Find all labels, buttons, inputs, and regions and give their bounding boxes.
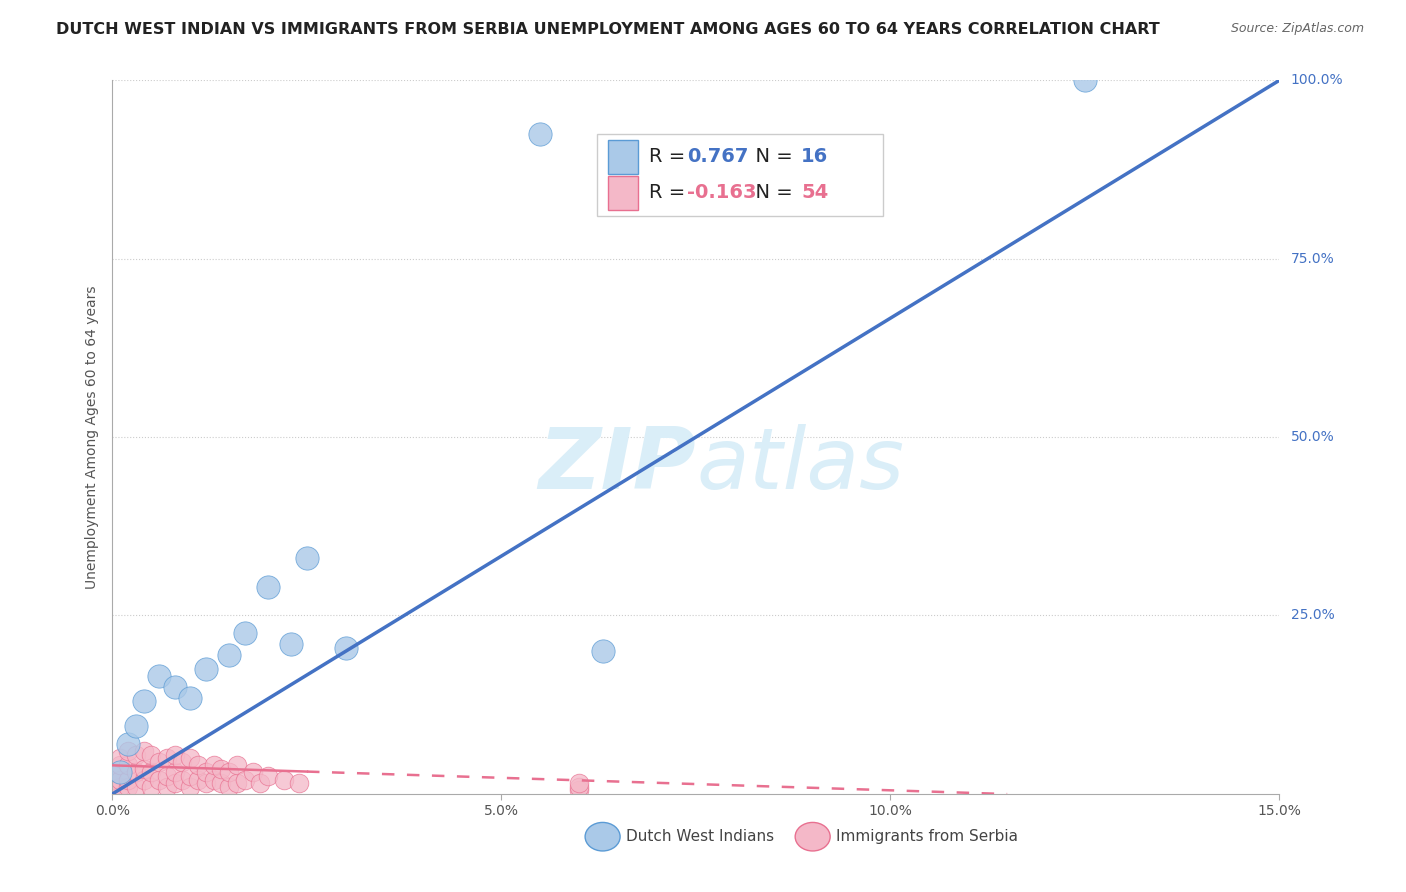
Point [568,780,591,794]
Text: N =: N = [742,184,799,202]
Point [202,772,225,787]
Point [141,747,163,762]
Point [156,751,179,765]
Text: 25.0%: 25.0% [1291,608,1334,623]
Text: R =: R = [650,147,692,166]
Point [110,772,132,787]
Point [592,644,614,658]
Point [288,776,311,790]
Point [163,680,186,694]
Text: 100.0%: 100.0% [1291,73,1343,87]
Point [163,765,186,780]
Point [1074,73,1097,87]
Text: Immigrants from Serbia: Immigrants from Serbia [837,830,1018,844]
Text: -0.163: -0.163 [686,184,756,202]
Point [568,776,591,790]
Point [257,769,280,783]
Text: Source: ZipAtlas.com: Source: ZipAtlas.com [1230,22,1364,36]
Text: DUTCH WEST INDIAN VS IMMIGRANTS FROM SERBIA UNEMPLOYMENT AMONG AGES 60 TO 64 YEA: DUTCH WEST INDIAN VS IMMIGRANTS FROM SER… [56,22,1160,37]
Point [194,765,217,780]
Point [226,758,249,772]
Point [202,758,225,772]
Point [218,765,240,780]
Point [233,772,256,787]
Point [110,765,132,780]
Point [335,640,357,655]
Point [218,780,240,794]
Point [156,769,179,783]
Point [209,762,232,776]
Point [179,751,201,765]
Point [117,758,139,772]
Point [110,758,132,772]
Point [148,755,170,769]
FancyBboxPatch shape [596,134,883,216]
Point [141,765,163,780]
Point [179,780,201,794]
Point [187,758,209,772]
Point [141,780,163,794]
Ellipse shape [585,822,620,851]
Point [117,772,139,787]
Text: ZIP: ZIP [538,424,696,508]
Point [273,772,295,787]
Point [172,755,194,769]
Point [125,765,148,780]
Point [568,783,591,797]
Point [101,772,124,787]
Point [117,780,139,794]
Text: R =: R = [650,184,692,202]
Point [172,772,194,787]
Point [132,744,155,758]
Point [117,737,139,751]
Point [132,762,155,776]
Point [295,551,318,566]
Point [132,694,155,708]
Text: 50.0%: 50.0% [1291,430,1334,444]
Point [529,127,551,141]
Point [125,719,148,733]
Text: Dutch West Indians: Dutch West Indians [626,830,775,844]
Point [125,780,148,794]
Text: 54: 54 [801,184,828,202]
Ellipse shape [796,822,830,851]
Text: 16: 16 [801,147,828,166]
Point [249,776,271,790]
FancyBboxPatch shape [609,176,638,210]
Point [257,580,280,594]
Point [194,776,217,790]
Point [187,772,209,787]
Point [280,637,302,651]
Point [242,765,264,780]
Text: 75.0%: 75.0% [1291,252,1334,266]
Point [148,669,170,683]
Point [194,662,217,676]
Text: N =: N = [742,147,799,166]
Point [110,751,132,765]
Point [233,626,256,640]
Point [163,747,186,762]
Point [101,780,124,794]
Point [117,744,139,758]
Point [226,776,249,790]
Point [163,776,186,790]
Point [179,690,201,705]
Point [218,648,240,662]
Y-axis label: Unemployment Among Ages 60 to 64 years: Unemployment Among Ages 60 to 64 years [86,285,100,589]
Point [110,780,132,794]
Point [101,765,124,780]
FancyBboxPatch shape [609,140,638,174]
Point [209,776,232,790]
Point [125,747,148,762]
Point [148,772,170,787]
Point [179,769,201,783]
Point [156,780,179,794]
Text: atlas: atlas [696,424,904,508]
Point [132,772,155,787]
Text: 0.767: 0.767 [686,147,748,166]
